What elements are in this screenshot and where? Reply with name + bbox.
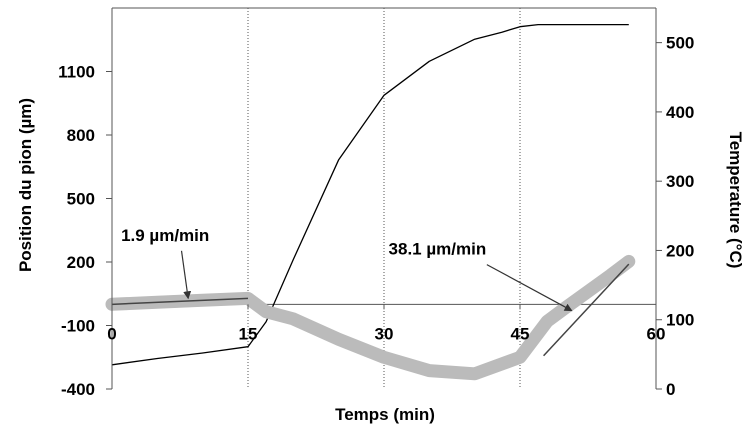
plot-frame	[106, 7, 662, 390]
y-right-tick-label: 500	[666, 34, 694, 53]
y-right-tick-label: 300	[666, 172, 694, 191]
temperature-series	[111, 23, 629, 366]
fit-line	[111, 297, 249, 306]
y-left-tick-label: 500	[67, 190, 95, 209]
fit-line	[543, 263, 630, 357]
x-tick-label: 60	[647, 324, 666, 343]
slope-annotation: 38.1 µm/min	[389, 240, 487, 259]
annotation-arrow	[180, 250, 192, 300]
x-axis-label: Temps (min)	[335, 405, 435, 424]
position-series	[105, 254, 636, 381]
annotation-arrow	[486, 264, 573, 312]
x-tick-label: 15	[239, 324, 258, 343]
annotations: 1.9 µm/min 38.1 µm/min	[121, 226, 573, 312]
y-axis-right-label: Temperature (°C)	[726, 132, 745, 269]
y-left-tick-label: -100	[61, 317, 95, 336]
x-tick-label: 45	[511, 324, 530, 343]
slope-annotation: 1.9 µm/min	[121, 226, 209, 245]
tick-labels: -400 -100 200 500 800 1100 0 100 200 300 400 500 0 15…	[58, 34, 694, 399]
series-layer	[105, 23, 636, 381]
x-tick-label: 0	[107, 324, 116, 343]
y-left-tick-label: 1100	[58, 63, 95, 82]
y-axis-left-label: Position du pion (µm)	[16, 98, 35, 272]
y-right-tick-label: 400	[666, 103, 694, 122]
y-left-tick-label: -400	[61, 380, 95, 399]
x-tick-label: 30	[375, 324, 394, 343]
y-right-tick-label: 0	[666, 380, 675, 399]
y-left-tick-label: 800	[67, 126, 95, 145]
y-left-tick-label: 200	[67, 253, 95, 272]
y-right-tick-label: 100	[666, 311, 694, 330]
y-right-tick-label: 200	[666, 241, 694, 260]
